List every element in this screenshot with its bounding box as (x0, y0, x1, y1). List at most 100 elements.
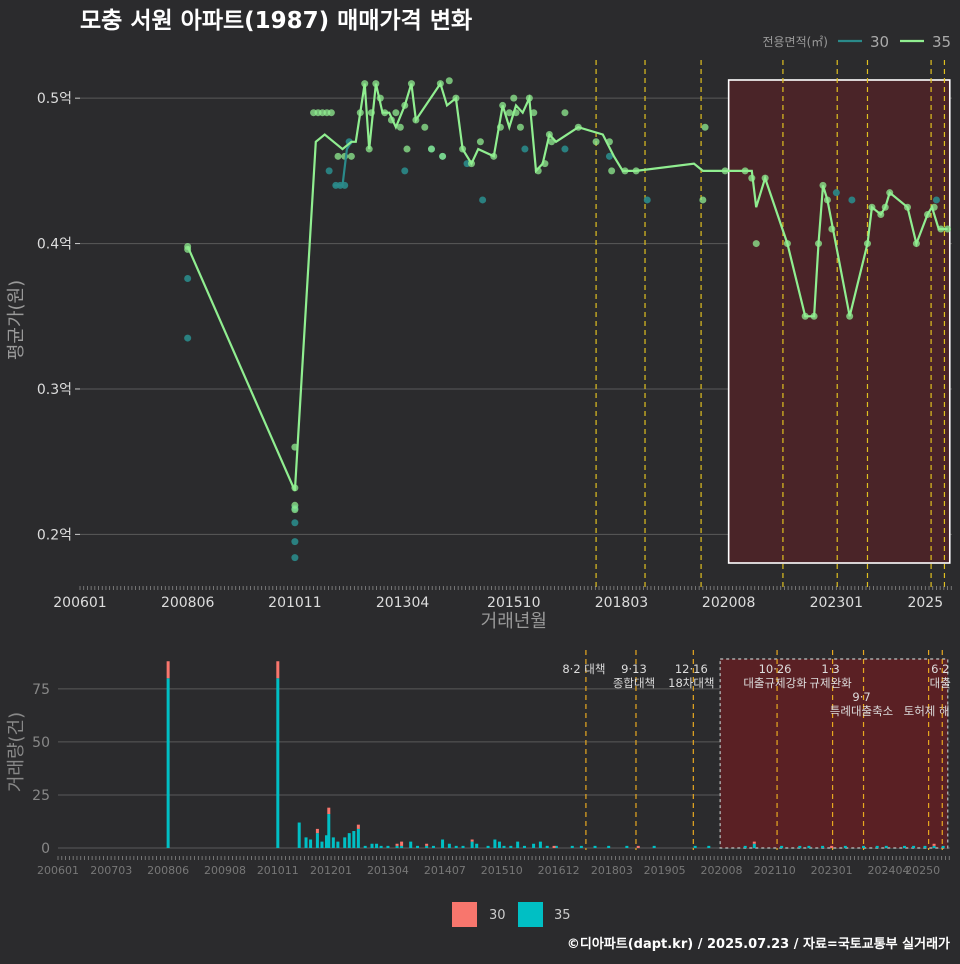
point-35 (334, 152, 342, 160)
x-tick-label: 201304 (367, 864, 409, 877)
bar-35 (821, 845, 825, 848)
bar-35 (522, 845, 526, 848)
bar-35 (370, 843, 374, 848)
x-tick-label: 201803 (591, 864, 633, 877)
point-30 (401, 167, 409, 175)
y-tick-label: 0 (41, 841, 50, 857)
point-30 (832, 189, 840, 197)
bar-30 (166, 661, 170, 679)
policy-annotation: 종합대책 (613, 676, 655, 690)
bar-35 (707, 845, 711, 848)
point-30 (291, 538, 299, 546)
legend-label-30: 30 (489, 908, 506, 923)
policy-annotation: 대출규제강화 (743, 676, 807, 690)
bar-35 (884, 845, 888, 848)
y-axis-title: 거래량(건) (6, 712, 27, 792)
bar-35 (400, 845, 404, 848)
bar-35 (320, 841, 324, 848)
point-30 (561, 145, 569, 153)
bar-35 (607, 845, 611, 848)
bar-35 (409, 841, 413, 848)
point-35 (403, 145, 411, 153)
point-30 (932, 196, 940, 204)
point-35 (396, 123, 404, 131)
point-35 (327, 109, 335, 117)
x-tick-label: 200908 (204, 864, 246, 877)
bar-35 (545, 845, 549, 848)
point-30 (521, 145, 529, 153)
bar-35 (554, 845, 558, 848)
legend-label-35: 35 (554, 908, 571, 923)
bar-35 (470, 841, 474, 848)
bar-35 (652, 845, 656, 848)
legend-title: 전용면적(㎡) (762, 35, 828, 49)
point-35 (291, 506, 299, 514)
y-tick-label: 0.3억 (37, 382, 72, 398)
bar-35 (532, 843, 536, 848)
bar-35 (570, 845, 574, 848)
bar-30 (636, 845, 640, 848)
point-35 (592, 138, 600, 146)
x-tick-label: 200806 (147, 864, 189, 877)
y-tick-label: 25 (32, 788, 50, 804)
x-tick-label: 202008 (701, 864, 743, 877)
bar-30 (276, 661, 280, 679)
bar-35 (798, 845, 802, 848)
point-35 (516, 123, 524, 131)
y-tick-label: 50 (32, 735, 50, 751)
bar-35 (297, 822, 301, 848)
point-35 (421, 123, 429, 131)
legend-key-35 (518, 902, 543, 927)
point-30 (291, 519, 299, 527)
point-35 (392, 109, 400, 117)
bar-30 (552, 845, 556, 848)
point-30 (479, 196, 487, 204)
x-tick-label: 201803 (595, 595, 648, 611)
bar-35 (166, 678, 170, 848)
bar-35 (375, 843, 379, 848)
x-tick-label: 202404 (868, 864, 910, 877)
bar-35 (325, 835, 329, 848)
x-tick-label: 201510 (487, 595, 540, 611)
highlight-period-box (719, 658, 949, 849)
x-tick-label: 202301 (811, 864, 853, 877)
bar-35 (516, 841, 520, 848)
bar-35 (923, 845, 927, 848)
x-tick-label: 201905 (644, 864, 686, 877)
policy-annotation: 6·2 (931, 662, 949, 676)
x-tick-label: 201304 (376, 595, 430, 611)
y-tick-label: 75 (32, 682, 50, 698)
bar-35 (941, 845, 945, 848)
x-tick-label: 201510 (481, 864, 523, 877)
bar-35 (593, 845, 597, 848)
bar-30 (395, 843, 399, 846)
x-tick-label: 200703 (90, 864, 132, 877)
footer-credit: ©디아파트(dapt.kr) / 2025.07.23 / 자료=국토교통부 실… (567, 936, 950, 952)
bar-35 (276, 678, 280, 848)
policy-annotation: 9·7 (852, 690, 870, 704)
bar-35 (425, 845, 429, 848)
policy-annotation: 8·2 대책 (562, 662, 605, 676)
bar-35 (780, 845, 784, 848)
bar-35 (807, 845, 811, 848)
bar-35 (454, 845, 458, 848)
point-35 (347, 152, 355, 160)
bar-35 (431, 845, 435, 848)
bar-35 (625, 845, 629, 848)
legend-label-30: 30 (870, 33, 889, 51)
point-35 (530, 109, 538, 117)
point-35 (427, 145, 435, 153)
bar-35 (343, 837, 347, 848)
point-35 (445, 77, 453, 85)
policy-annotation: 특례대출축소 (830, 704, 893, 718)
policy-annotation: 10·26 (759, 662, 792, 676)
price-chart: 0.2억 0.3억 0.4억 0.5억 200601 200806 201011 201304… (6, 33, 952, 632)
bar-35 (743, 845, 747, 848)
x-tick-label: 200601 (37, 864, 79, 877)
policy-annotation: 1·3 (821, 662, 839, 676)
line-30 (333, 141, 353, 187)
bar-35 (461, 845, 465, 848)
policy-annotation: 12·16 (675, 662, 708, 676)
